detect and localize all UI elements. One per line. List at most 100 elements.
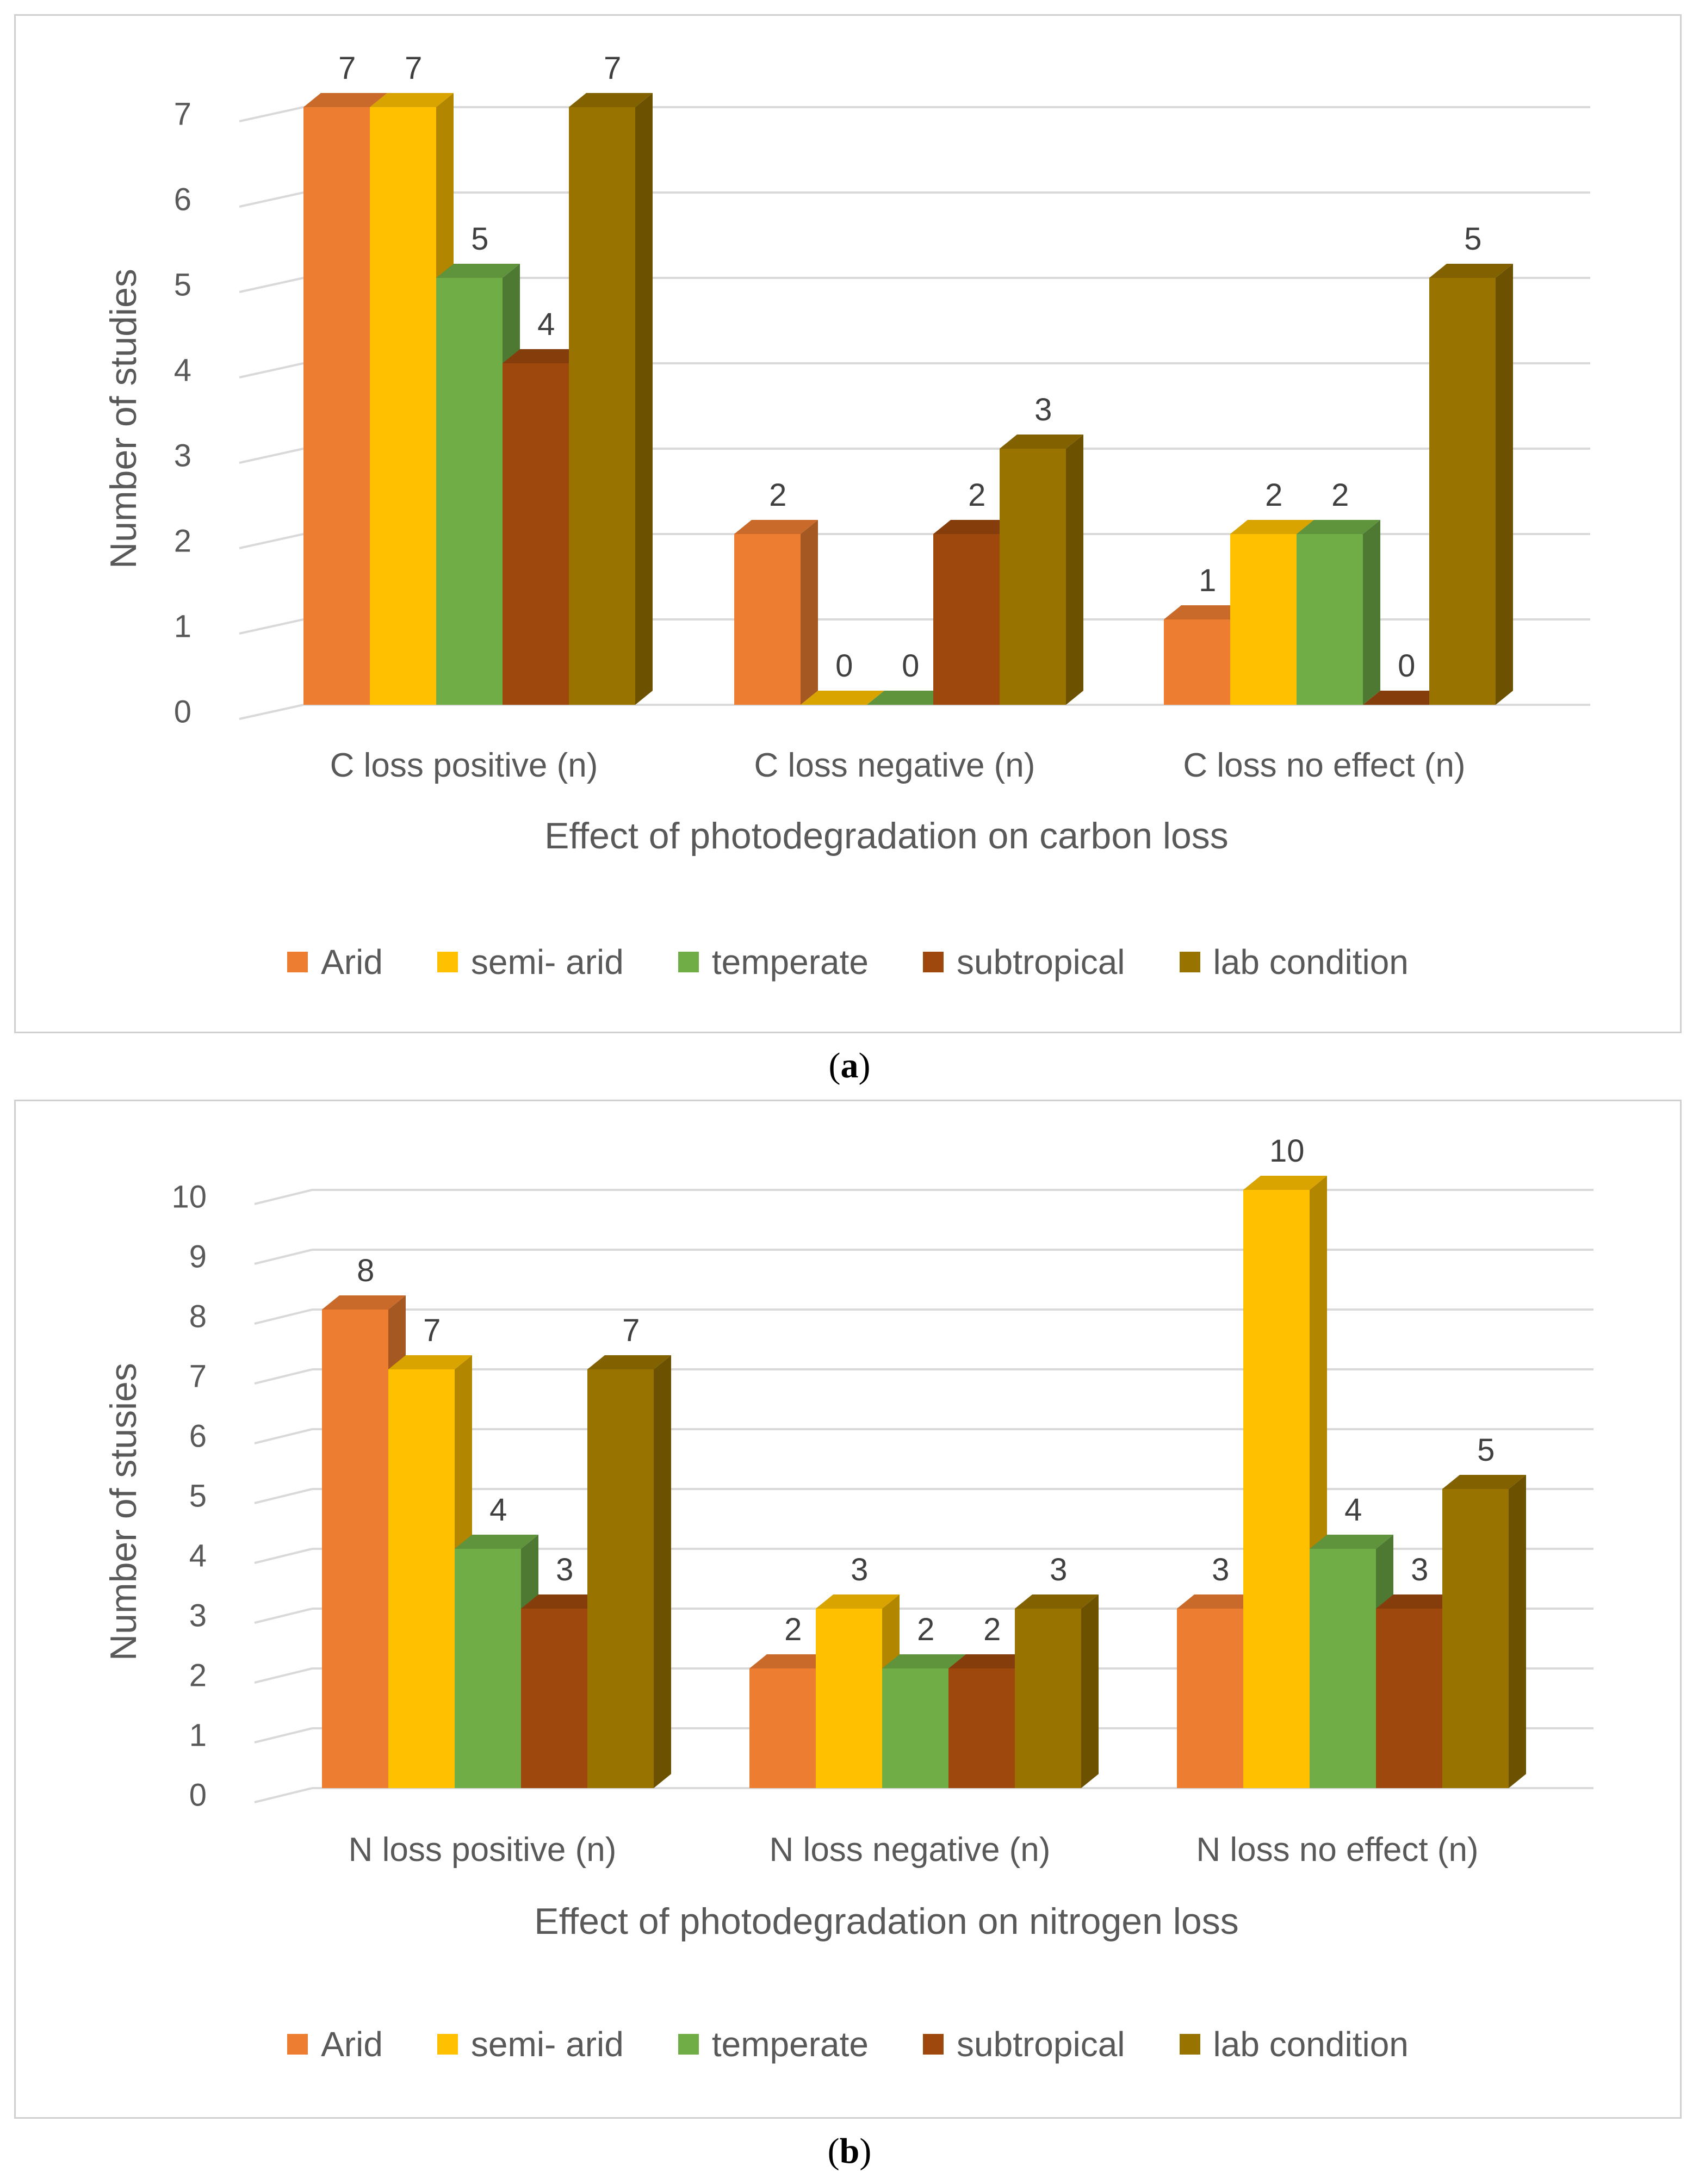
data-label: 5 xyxy=(1477,1432,1495,1468)
data-label: 2 xyxy=(1331,477,1349,513)
data-label: 2 xyxy=(1265,477,1282,513)
legend-label: subtropical xyxy=(957,2025,1125,2064)
data-label: 2 xyxy=(917,1612,934,1647)
legend-swatch xyxy=(1179,952,1200,972)
data-label: 5 xyxy=(471,221,488,257)
data-label: 7 xyxy=(604,51,621,86)
bar-top-0-1-2 xyxy=(1230,520,1314,534)
legend-swatch xyxy=(287,2034,308,2055)
category-label: N loss no effect (n) xyxy=(1196,1831,1478,1869)
gridline-diagonal xyxy=(254,1488,313,1504)
bar-1-1-2 xyxy=(1243,1190,1310,1788)
legend-swatch xyxy=(1179,2034,1200,2055)
bar-top-0-3-2 xyxy=(1363,691,1447,705)
legend-label: temperate xyxy=(711,942,869,982)
chart-a-frame xyxy=(14,14,1682,1033)
gridline-diagonal xyxy=(239,362,304,379)
bar-0-1-2 xyxy=(1230,534,1297,705)
bar-0-0-2 xyxy=(1164,619,1230,705)
gridline-diagonal xyxy=(254,1608,313,1624)
y-tick-label: 0 xyxy=(189,1777,207,1813)
bar-0-0-0 xyxy=(303,107,370,705)
gridline-diagonal xyxy=(254,1189,313,1205)
y-tick-label: 0 xyxy=(174,694,191,729)
bar-1-4-1 xyxy=(1015,1609,1081,1788)
bar-top-1-3-0 xyxy=(521,1594,605,1609)
data-label: 2 xyxy=(968,477,985,513)
bar-top-0-0-1 xyxy=(734,520,818,534)
legend-swatch xyxy=(923,952,944,972)
bar-0-4-0 xyxy=(569,107,635,705)
y-tick-label: 5 xyxy=(189,1478,207,1513)
bar-0-0-1 xyxy=(734,534,801,705)
legend-swatch xyxy=(678,2034,699,2055)
bar-1-1-1 xyxy=(816,1609,882,1788)
bar-top-0-1-0 xyxy=(370,93,454,107)
legend-label: semi- arid xyxy=(470,2025,624,2064)
gridline-diagonal xyxy=(254,1548,313,1564)
category-label: N loss positive (n) xyxy=(349,1831,617,1869)
bar-top-1-1-0 xyxy=(388,1355,472,1369)
data-label: 2 xyxy=(784,1612,802,1647)
bar-side-0-0-1 xyxy=(801,520,818,705)
y-tick-label: 2 xyxy=(174,523,191,559)
data-label: 0 xyxy=(1398,648,1415,684)
bar-1-2-2 xyxy=(1310,1549,1376,1788)
gridline-diagonal xyxy=(239,618,304,635)
bar-1-0-0 xyxy=(322,1310,388,1788)
bar-side-0-4-1 xyxy=(1066,435,1083,705)
data-label: 3 xyxy=(1050,1552,1067,1587)
y-tick-label: 3 xyxy=(174,438,191,473)
chart-b-caption: (b) xyxy=(827,2131,872,2171)
bar-0-4-1 xyxy=(1000,449,1066,705)
y-tick-label: 10 xyxy=(171,1179,207,1214)
bar-1-3-0 xyxy=(521,1609,587,1788)
bar-1-2-0 xyxy=(455,1549,521,1788)
bar-0-3-1 xyxy=(933,534,1000,705)
bar-0-3-0 xyxy=(503,363,569,705)
data-label: 3 xyxy=(1034,392,1052,427)
bar-1-1-0 xyxy=(388,1369,455,1788)
bar-top-1-2-1 xyxy=(882,1654,966,1668)
gridline-diagonal xyxy=(254,1787,313,1803)
bar-top-1-0-2 xyxy=(1177,1594,1261,1609)
legend-label: subtropical xyxy=(957,942,1125,982)
bar-side-1-4-2 xyxy=(1509,1475,1526,1788)
bar-top-1-1-2 xyxy=(1243,1176,1327,1190)
gridline-diagonal xyxy=(254,1368,313,1385)
y-tick-label: 5 xyxy=(174,267,191,302)
data-label: 8 xyxy=(357,1253,374,1288)
y-tick-label: 1 xyxy=(174,609,191,644)
legend-label: lab condition xyxy=(1213,2025,1409,2064)
gridline-diagonal xyxy=(239,704,304,720)
bar-top-1-4-1 xyxy=(1015,1594,1099,1609)
bar-top-0-0-0 xyxy=(303,93,387,107)
legend-swatch xyxy=(437,952,458,972)
y-tick-label: 7 xyxy=(189,1358,207,1394)
y-tick-label: 4 xyxy=(189,1538,207,1573)
bar-top-0-2-1 xyxy=(867,691,951,705)
y-tick-label: 9 xyxy=(189,1239,207,1274)
bar-side-0-2-2 xyxy=(1363,520,1380,705)
bar-top-0-0-2 xyxy=(1164,605,1248,619)
data-label: 1 xyxy=(1199,563,1216,598)
bar-top-0-1-1 xyxy=(801,691,884,705)
data-label: 7 xyxy=(423,1313,441,1348)
gridline-diagonal xyxy=(254,1727,313,1744)
data-label: 0 xyxy=(902,648,919,684)
bar-top-1-4-2 xyxy=(1442,1475,1526,1489)
y-tick-label: 2 xyxy=(189,1658,207,1693)
legend-item-semi-arid: semi- arid xyxy=(437,2024,624,2064)
bar-0-2-2 xyxy=(1297,534,1363,705)
bar-0-4-2 xyxy=(1429,278,1496,705)
legend-item-arid: Arid xyxy=(287,2024,383,2064)
bar-top-0-4-0 xyxy=(569,93,653,107)
legend-label: temperate xyxy=(711,2025,869,2064)
data-label: 7 xyxy=(338,51,356,86)
y-tick-label: 6 xyxy=(174,182,191,217)
bar-top-0-2-2 xyxy=(1297,520,1380,534)
data-label: 3 xyxy=(851,1552,868,1587)
bar-0-2-0 xyxy=(436,278,503,705)
bar-1-3-1 xyxy=(948,1668,1015,1788)
